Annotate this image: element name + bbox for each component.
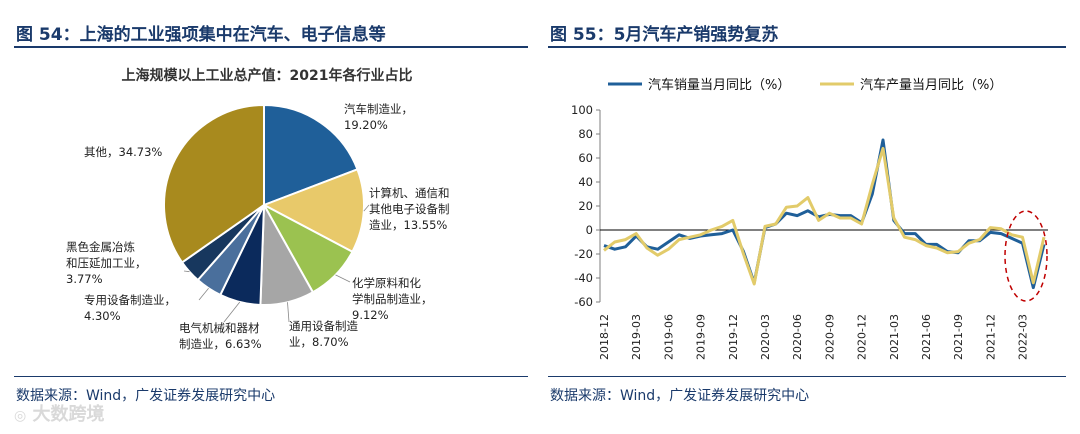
pie-leader-line-3 <box>287 302 290 323</box>
x-tick-label: 2019-06 <box>662 314 675 360</box>
pie-slice-7 <box>163 103 265 264</box>
pie-label-line: 造业，13.55% <box>369 218 447 232</box>
pie-label-line: 19.20% <box>344 118 388 132</box>
pie-leader-line-5 <box>198 287 209 301</box>
left-heading-rule <box>14 46 528 48</box>
pie-label-6: 黑色金属冶炼和压延加工业， 3.77% <box>66 240 147 286</box>
pie-leader-line-4 <box>223 301 241 323</box>
y-tick-label: -40 <box>574 271 593 285</box>
pie-leader-line-6 <box>183 270 190 273</box>
x-tick-label: 2020-03 <box>759 314 772 360</box>
right-source-note: 数据来源：Wind，广发证券发展研究中心 <box>550 388 810 404</box>
pie-label-line: 汽车制造业， <box>344 102 413 116</box>
pie-label-line: 黑色金属冶炼 <box>66 240 135 254</box>
y-tick-label: 20 <box>578 199 593 213</box>
left-bottom-rule <box>14 376 528 377</box>
left-source-note: 数据来源：Wind，广发证券发展研究中心 <box>16 388 276 404</box>
pie-label-1: 计算机、通信和其他电子设备制造业，13.55% <box>369 186 450 232</box>
right-figure-heading: 图 55：5月汽车产销强势复苏 <box>550 25 779 45</box>
x-tick-label: 2019-12 <box>727 314 740 360</box>
pie-label-line: 和压延加工业， <box>66 256 147 270</box>
right-heading-rule <box>548 46 1066 48</box>
x-tick-label: 2021-03 <box>888 314 901 360</box>
y-tick-label: 80 <box>578 127 593 141</box>
pie-label-7: 其他，34.73% <box>84 145 162 159</box>
pie-label-5: 专用设备制造业， 4.30% <box>84 293 176 323</box>
right-bottom-rule <box>548 376 1066 377</box>
watermark-logo-icon: ◎ <box>14 408 27 424</box>
watermark-text: 大数跨境 <box>32 404 105 425</box>
pie-label-3: 通用设备制造业，8.70% <box>289 319 358 349</box>
highlight-circle <box>1004 210 1048 302</box>
x-tick-label: 2018-12 <box>598 314 611 360</box>
pie-label-line: 学制品制造业， <box>352 292 433 306</box>
left-figure-heading: 图 54：上海的工业强项集中在汽车、电子信息等 <box>16 25 386 45</box>
pie-label-line: 电气机械和器材 <box>179 321 260 335</box>
pie-label-line: 专用设备制造业， <box>84 293 176 307</box>
pie-label-line: 化学原料和化 <box>352 276 421 290</box>
pie-label-line: 通用设备制造 <box>289 319 358 333</box>
y-tick-label: 40 <box>578 175 593 189</box>
pie-slice-0 <box>263 103 359 207</box>
x-tick-label: 2019-09 <box>695 314 708 360</box>
x-tick-label: 2021-06 <box>920 314 933 360</box>
pie-leader-line-2 <box>335 274 351 283</box>
pie-label-line: 3.77% <box>66 272 103 286</box>
pie-label-line: 制造业，6.63% <box>179 337 262 351</box>
pie-label-2: 化学原料和化学制品制造业， 9.12% <box>352 276 433 322</box>
y-tick-label: 0 <box>586 223 593 237</box>
x-tick-label: 2020-12 <box>856 314 869 360</box>
x-tick-label: 2021-09 <box>952 314 965 360</box>
pie-leader-line-1 <box>363 204 370 212</box>
line-chart: 汽车销量当月同比（%） 汽车产量当月同比（%） -60 -40 -20 0 20 40 60 8… <box>571 77 1048 360</box>
y-tick-label: -60 <box>574 295 593 309</box>
legend-label-1: 汽车产量当月同比（%） <box>860 77 1002 93</box>
pie-label-line: 业，8.70% <box>289 335 349 349</box>
pie-slice-1 <box>261 168 365 254</box>
pie-label-line: 4.30% <box>84 309 121 323</box>
pie-label-line: 9.12% <box>352 308 389 322</box>
x-tick-label: 2019-03 <box>630 314 643 360</box>
pie-label-0: 汽车制造业， 19.20% <box>344 102 413 132</box>
legend-label-0: 汽车销量当月同比（%） <box>648 77 790 93</box>
pie-label-4: 电气机械和器材制造业，6.63% <box>179 321 262 351</box>
series-line-0 <box>603 138 1046 290</box>
pie-label-line: 其他电子设备制 <box>369 202 450 216</box>
x-tick-label: 2020-06 <box>791 314 804 360</box>
x-tick-label: 2020-09 <box>823 314 836 360</box>
pie-label-line: 计算机、通信和 <box>369 186 450 200</box>
pie-chart: 上海规模以上工业总产值：2021年各行业占比 汽车制造业， 19.20% 计算机、通… <box>66 67 450 351</box>
x-tick-label: 2021-12 <box>984 314 997 360</box>
x-tick-label: 2022-03 <box>1017 314 1030 360</box>
watermark: ◎ 大数跨境 <box>14 400 105 426</box>
pie-label-line: 其他，34.73% <box>84 145 162 159</box>
y-tick-label: 60 <box>578 151 593 165</box>
y-tick-label: 100 <box>571 103 593 117</box>
pie-chart-title: 上海规模以上工业总产值：2021年各行业占比 <box>122 67 413 84</box>
y-tick-label: -20 <box>574 247 593 261</box>
series-line-1 <box>603 146 1046 286</box>
